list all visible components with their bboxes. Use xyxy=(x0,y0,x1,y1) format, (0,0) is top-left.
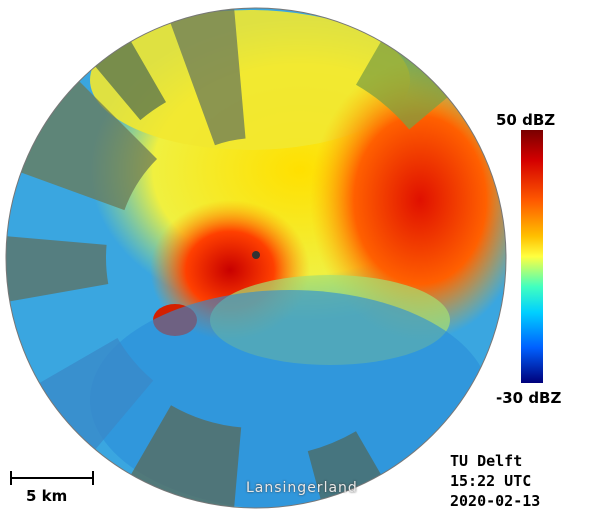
colorbar-max-label: 50 dBZ xyxy=(496,111,556,129)
clutter-wedge xyxy=(95,41,166,121)
radar-range-ring xyxy=(5,7,507,509)
scale-label: 5 km xyxy=(26,487,68,505)
clutter-wedge xyxy=(356,41,448,130)
colorbar-min-label: -30 dBZ xyxy=(496,389,562,407)
clutter-wedge xyxy=(131,405,242,508)
colorbar xyxy=(521,130,543,383)
clutter-wedge xyxy=(39,338,154,450)
clutter-wedge xyxy=(6,236,109,302)
place-label: Lansingerland xyxy=(246,480,358,496)
scale-bar xyxy=(10,471,94,485)
date-label: 2020-02-13 xyxy=(450,492,541,510)
ground-clutter xyxy=(6,8,448,508)
clutter-wedge xyxy=(170,8,246,146)
institution-label: TU Delft xyxy=(450,452,523,470)
clutter-wedge xyxy=(21,81,158,211)
radar-site-marker xyxy=(252,251,260,259)
clutter-wedge xyxy=(307,431,381,500)
time-label: 15:22 UTC xyxy=(450,472,532,490)
